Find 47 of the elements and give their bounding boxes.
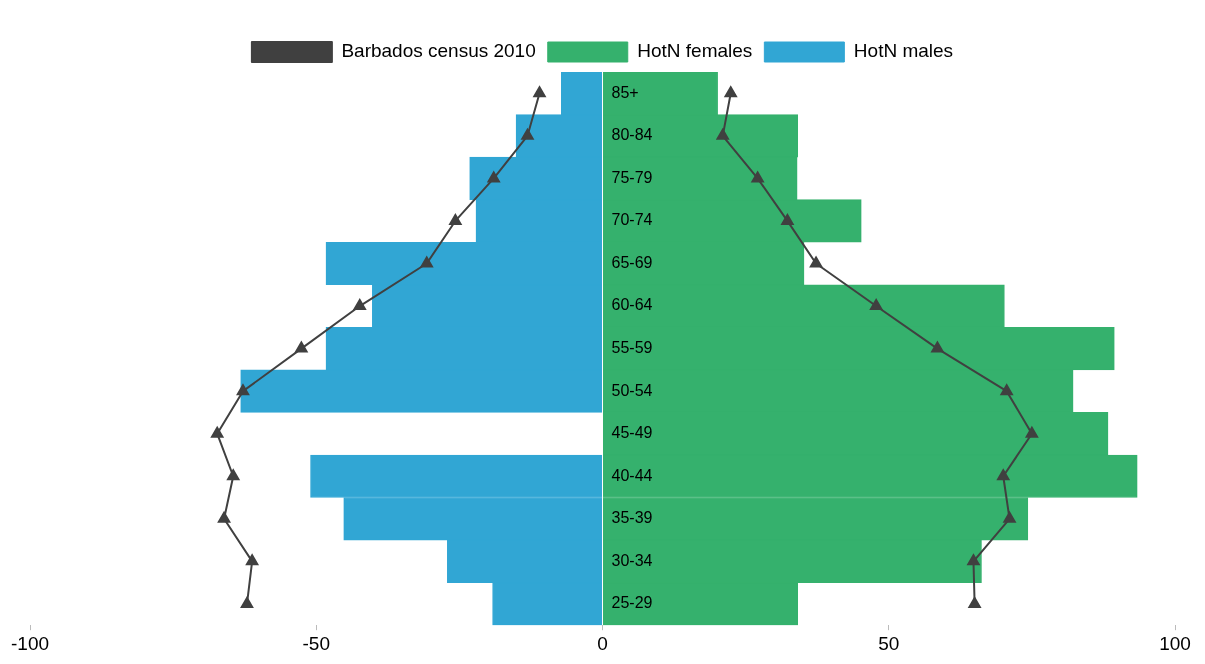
point <box>1003 511 1016 523</box>
point <box>227 469 240 481</box>
point <box>487 171 500 183</box>
legend-label: HotN females <box>637 40 753 62</box>
point <box>809 256 823 268</box>
point <box>211 426 224 438</box>
point <box>724 86 737 98</box>
legend-label: Barbados census 2010 <box>341 40 536 62</box>
y-tick-label: 35-39 <box>611 509 653 527</box>
y-tick-label: 85+ <box>611 83 639 101</box>
y-tick-label: 75-79 <box>611 168 653 186</box>
y-tick-label: 50-54 <box>611 381 653 399</box>
y-tick-label: 30-34 <box>611 551 653 569</box>
point <box>869 299 883 311</box>
point <box>716 128 729 140</box>
point <box>245 554 259 566</box>
y-tick-label: 25-29 <box>611 594 653 612</box>
y-tick-label: 60-64 <box>611 296 653 314</box>
point <box>449 213 462 225</box>
x-tick-label: 100 <box>1159 632 1191 654</box>
point <box>217 511 231 523</box>
point <box>997 469 1010 481</box>
y-tick-label: 70-74 <box>611 211 653 229</box>
x-tick-label: -100 <box>10 632 50 654</box>
x-tick-label: -50 <box>302 632 330 654</box>
y-tick-label: 80-84 <box>611 126 653 144</box>
point <box>521 128 534 140</box>
point <box>781 213 794 225</box>
x-tick-label: 0 <box>597 632 608 654</box>
y-tick-label: 55-59 <box>611 339 653 357</box>
point <box>967 554 980 566</box>
point <box>420 256 433 268</box>
point <box>533 86 546 98</box>
point <box>353 299 366 311</box>
x-tick-label: 50 <box>878 632 900 654</box>
point <box>236 384 250 396</box>
point <box>968 596 981 608</box>
point <box>1000 384 1013 396</box>
legend-label: HotN males <box>853 40 954 62</box>
point <box>751 171 764 183</box>
point <box>295 341 308 353</box>
y-tick-label: 40-44 <box>611 466 653 484</box>
y-tick-label: 45-49 <box>611 424 653 442</box>
y-tick-label: 65-69 <box>611 253 653 271</box>
point <box>1025 426 1039 438</box>
point <box>240 596 254 608</box>
point <box>931 341 944 353</box>
